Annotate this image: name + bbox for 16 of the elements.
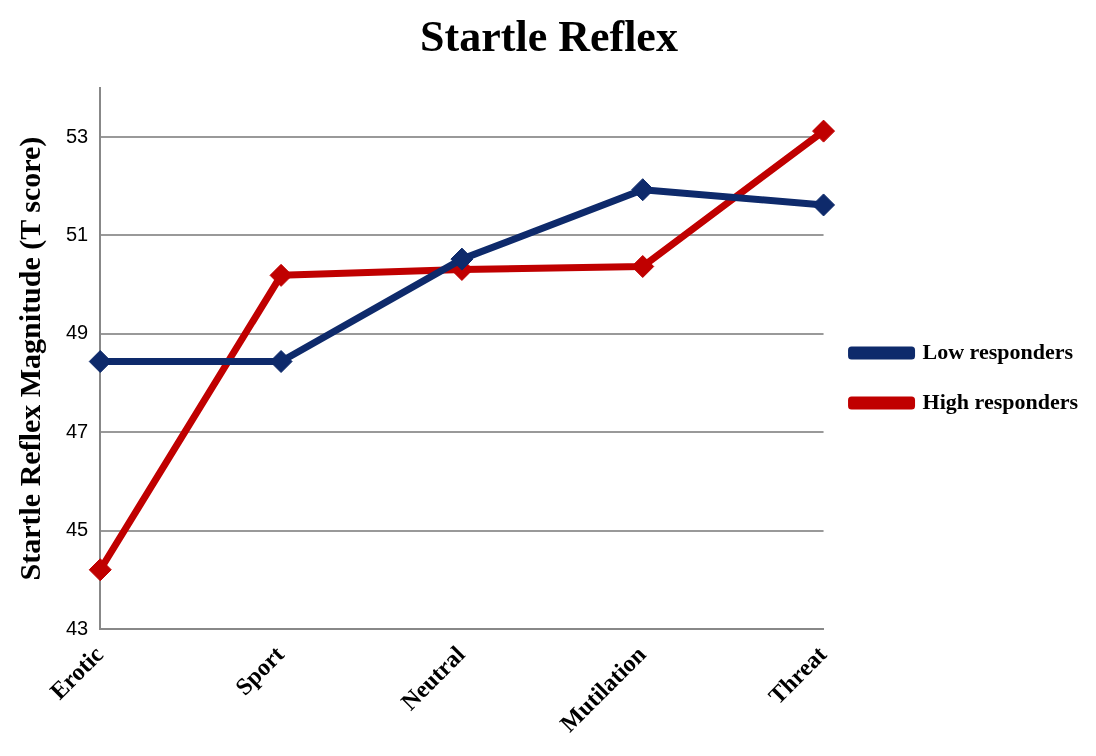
y-axis-title: Startle Reflex Magnitude (T score) — [12, 136, 47, 581]
y-tick-label: 53 — [66, 124, 89, 147]
y-tick-label: 51 — [66, 223, 89, 245]
point — [450, 247, 474, 271]
y-tick-label: 47 — [66, 419, 89, 442]
y-tick-label: 45 — [66, 518, 89, 541]
point — [812, 193, 836, 217]
chart-title: Startle Reflex — [420, 11, 678, 61]
legend-label: Low responders — [922, 338, 1074, 364]
point — [812, 119, 836, 143]
y-tick-label: 49 — [66, 321, 89, 344]
y-tick-label: 43 — [66, 616, 89, 639]
point — [269, 263, 293, 287]
legend-label: High responders — [922, 388, 1079, 414]
point — [631, 255, 655, 278]
point — [88, 558, 112, 582]
